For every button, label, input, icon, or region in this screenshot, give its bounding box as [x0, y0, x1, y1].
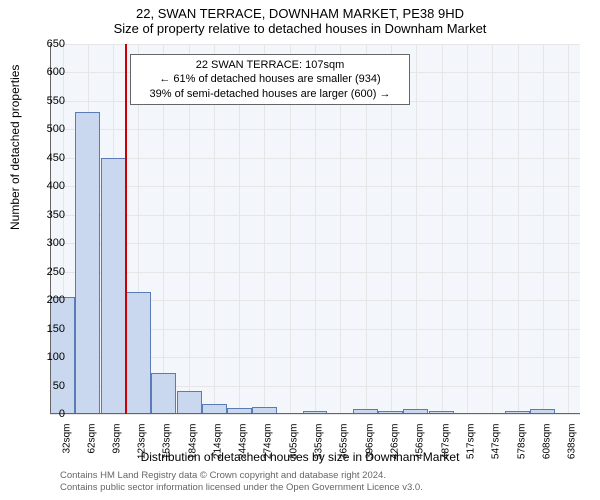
gridline-v — [467, 44, 468, 414]
title-address: 22, SWAN TERRACE, DOWNHAM MARKET, PE38 9… — [0, 6, 600, 21]
marker-line — [125, 44, 127, 414]
xtick-label: 365sqm — [339, 424, 350, 460]
footer-line1: Contains HM Land Registry data © Crown c… — [60, 470, 594, 482]
histogram-bar — [75, 112, 100, 414]
gridline-v — [492, 44, 493, 414]
xtick-label: 638sqm — [566, 424, 577, 460]
xtick-label: 305sqm — [289, 424, 300, 460]
x-axis-line — [50, 413, 580, 414]
xtick-label: 547sqm — [490, 424, 501, 460]
ytick-label: 50 — [25, 380, 65, 392]
xtick-label: 335sqm — [314, 424, 325, 460]
chart-title: 22, SWAN TERRACE, DOWNHAM MARKET, PE38 9… — [0, 0, 600, 36]
ytick-label: 500 — [25, 123, 65, 135]
xtick-label: 608sqm — [541, 424, 552, 460]
ytick-label: 200 — [25, 294, 65, 306]
ytick-label: 550 — [25, 95, 65, 107]
ytick-label: 650 — [25, 38, 65, 50]
xtick-label: 123sqm — [137, 424, 148, 460]
ytick-label: 450 — [25, 152, 65, 164]
annotation-line3: 39% of semi-detached houses are larger (… — [137, 87, 403, 101]
xtick-label: 517sqm — [465, 424, 476, 460]
gridline-v — [442, 44, 443, 414]
chart-area: 22 SWAN TERRACE: 107sqm← 61% of detached… — [50, 44, 580, 414]
ytick-label: 0 — [25, 408, 65, 420]
ytick-label: 300 — [25, 237, 65, 249]
xtick-label: 153sqm — [162, 424, 173, 460]
xtick-label: 244sqm — [238, 424, 249, 460]
ytick-label: 600 — [25, 66, 65, 78]
histogram-bar — [177, 391, 202, 414]
xtick-label: 214sqm — [213, 424, 224, 460]
ytick-label: 350 — [25, 209, 65, 221]
gridline-h — [50, 414, 580, 415]
gridline-v — [416, 44, 417, 414]
xtick-label: 487sqm — [440, 424, 451, 460]
histogram-bar — [126, 292, 151, 414]
xtick-label: 274sqm — [263, 424, 274, 460]
ytick-label: 250 — [25, 266, 65, 278]
ytick-label: 100 — [25, 351, 65, 363]
xtick-label: 456sqm — [414, 424, 425, 460]
xtick-label: 62sqm — [86, 424, 97, 454]
annotation-line2: ← 61% of detached houses are smaller (93… — [137, 72, 403, 86]
annotation-box: 22 SWAN TERRACE: 107sqm← 61% of detached… — [130, 54, 410, 105]
gridline-v — [518, 44, 519, 414]
annotation-line1: 22 SWAN TERRACE: 107sqm — [137, 58, 403, 72]
gridline-v — [568, 44, 569, 414]
xtick-label: 578sqm — [516, 424, 527, 460]
footer-line2: Contains public sector information licen… — [60, 482, 594, 494]
y-axis-label: Number of detached properties — [8, 65, 22, 230]
gridline-v — [543, 44, 544, 414]
xtick-label: 32sqm — [61, 424, 72, 454]
xtick-label: 184sqm — [188, 424, 199, 460]
title-subtitle: Size of property relative to detached ho… — [0, 21, 600, 36]
xtick-label: 396sqm — [364, 424, 375, 460]
histogram-bar — [101, 158, 126, 414]
footer-attribution: Contains HM Land Registry data © Crown c… — [0, 467, 600, 500]
plot-area: 22 SWAN TERRACE: 107sqm← 61% of detached… — [50, 44, 580, 414]
ytick-label: 400 — [25, 180, 65, 192]
histogram-bar — [151, 373, 176, 414]
xtick-label: 426sqm — [389, 424, 400, 460]
xtick-label: 93sqm — [112, 424, 123, 454]
ytick-label: 150 — [25, 323, 65, 335]
